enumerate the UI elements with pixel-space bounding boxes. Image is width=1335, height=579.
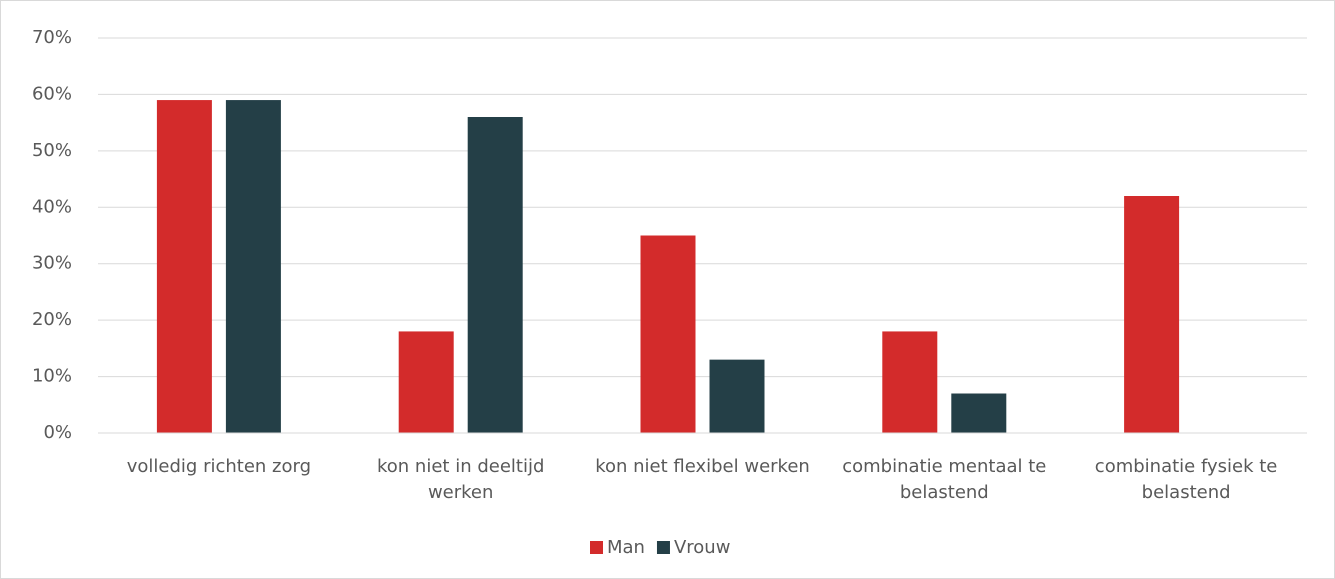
x-tick-label: volledig richten zorg bbox=[127, 456, 311, 477]
y-tick-label: 0% bbox=[43, 422, 72, 443]
x-tick-label-line: combinatie fysiek te bbox=[1095, 456, 1278, 477]
x-tick-label-line: werken bbox=[428, 482, 493, 503]
bar bbox=[156, 100, 212, 434]
x-tick-label-line: belastend bbox=[1142, 482, 1231, 503]
bar bbox=[709, 359, 765, 433]
x-tick-label: kon niet in deeltijd werken bbox=[377, 456, 544, 503]
legend-label: Man bbox=[607, 537, 645, 558]
legend-swatch bbox=[590, 541, 603, 554]
y-tick-label: 70% bbox=[32, 27, 72, 48]
y-tick-label: 50% bbox=[32, 140, 72, 161]
x-tick-label-line: kon niet in deeltijd bbox=[377, 456, 544, 477]
x-tick-label: combinatie fysiek te belastend bbox=[1095, 456, 1278, 503]
bar bbox=[1124, 196, 1180, 433]
y-tick-label: 40% bbox=[32, 196, 72, 217]
x-tick-label: combinatie mentaal te belastend bbox=[842, 456, 1046, 503]
x-tick-label-line: belastend bbox=[900, 482, 989, 503]
legend-label: Vrouw bbox=[674, 537, 730, 558]
y-tick-label: 10% bbox=[32, 366, 72, 387]
bar bbox=[467, 117, 523, 433]
bar bbox=[882, 331, 938, 433]
legend-swatch bbox=[656, 541, 670, 554]
x-tick-label: kon niet flexibel werken bbox=[595, 456, 810, 477]
y-tick-label: 30% bbox=[32, 253, 72, 274]
y-tick-label: 20% bbox=[32, 309, 72, 330]
bar bbox=[640, 235, 696, 433]
bar bbox=[398, 331, 454, 433]
y-tick-label: 60% bbox=[32, 83, 72, 104]
bar bbox=[225, 100, 281, 434]
bar bbox=[951, 393, 1007, 433]
x-tick-label-line: combinatie mentaal te bbox=[842, 456, 1046, 477]
